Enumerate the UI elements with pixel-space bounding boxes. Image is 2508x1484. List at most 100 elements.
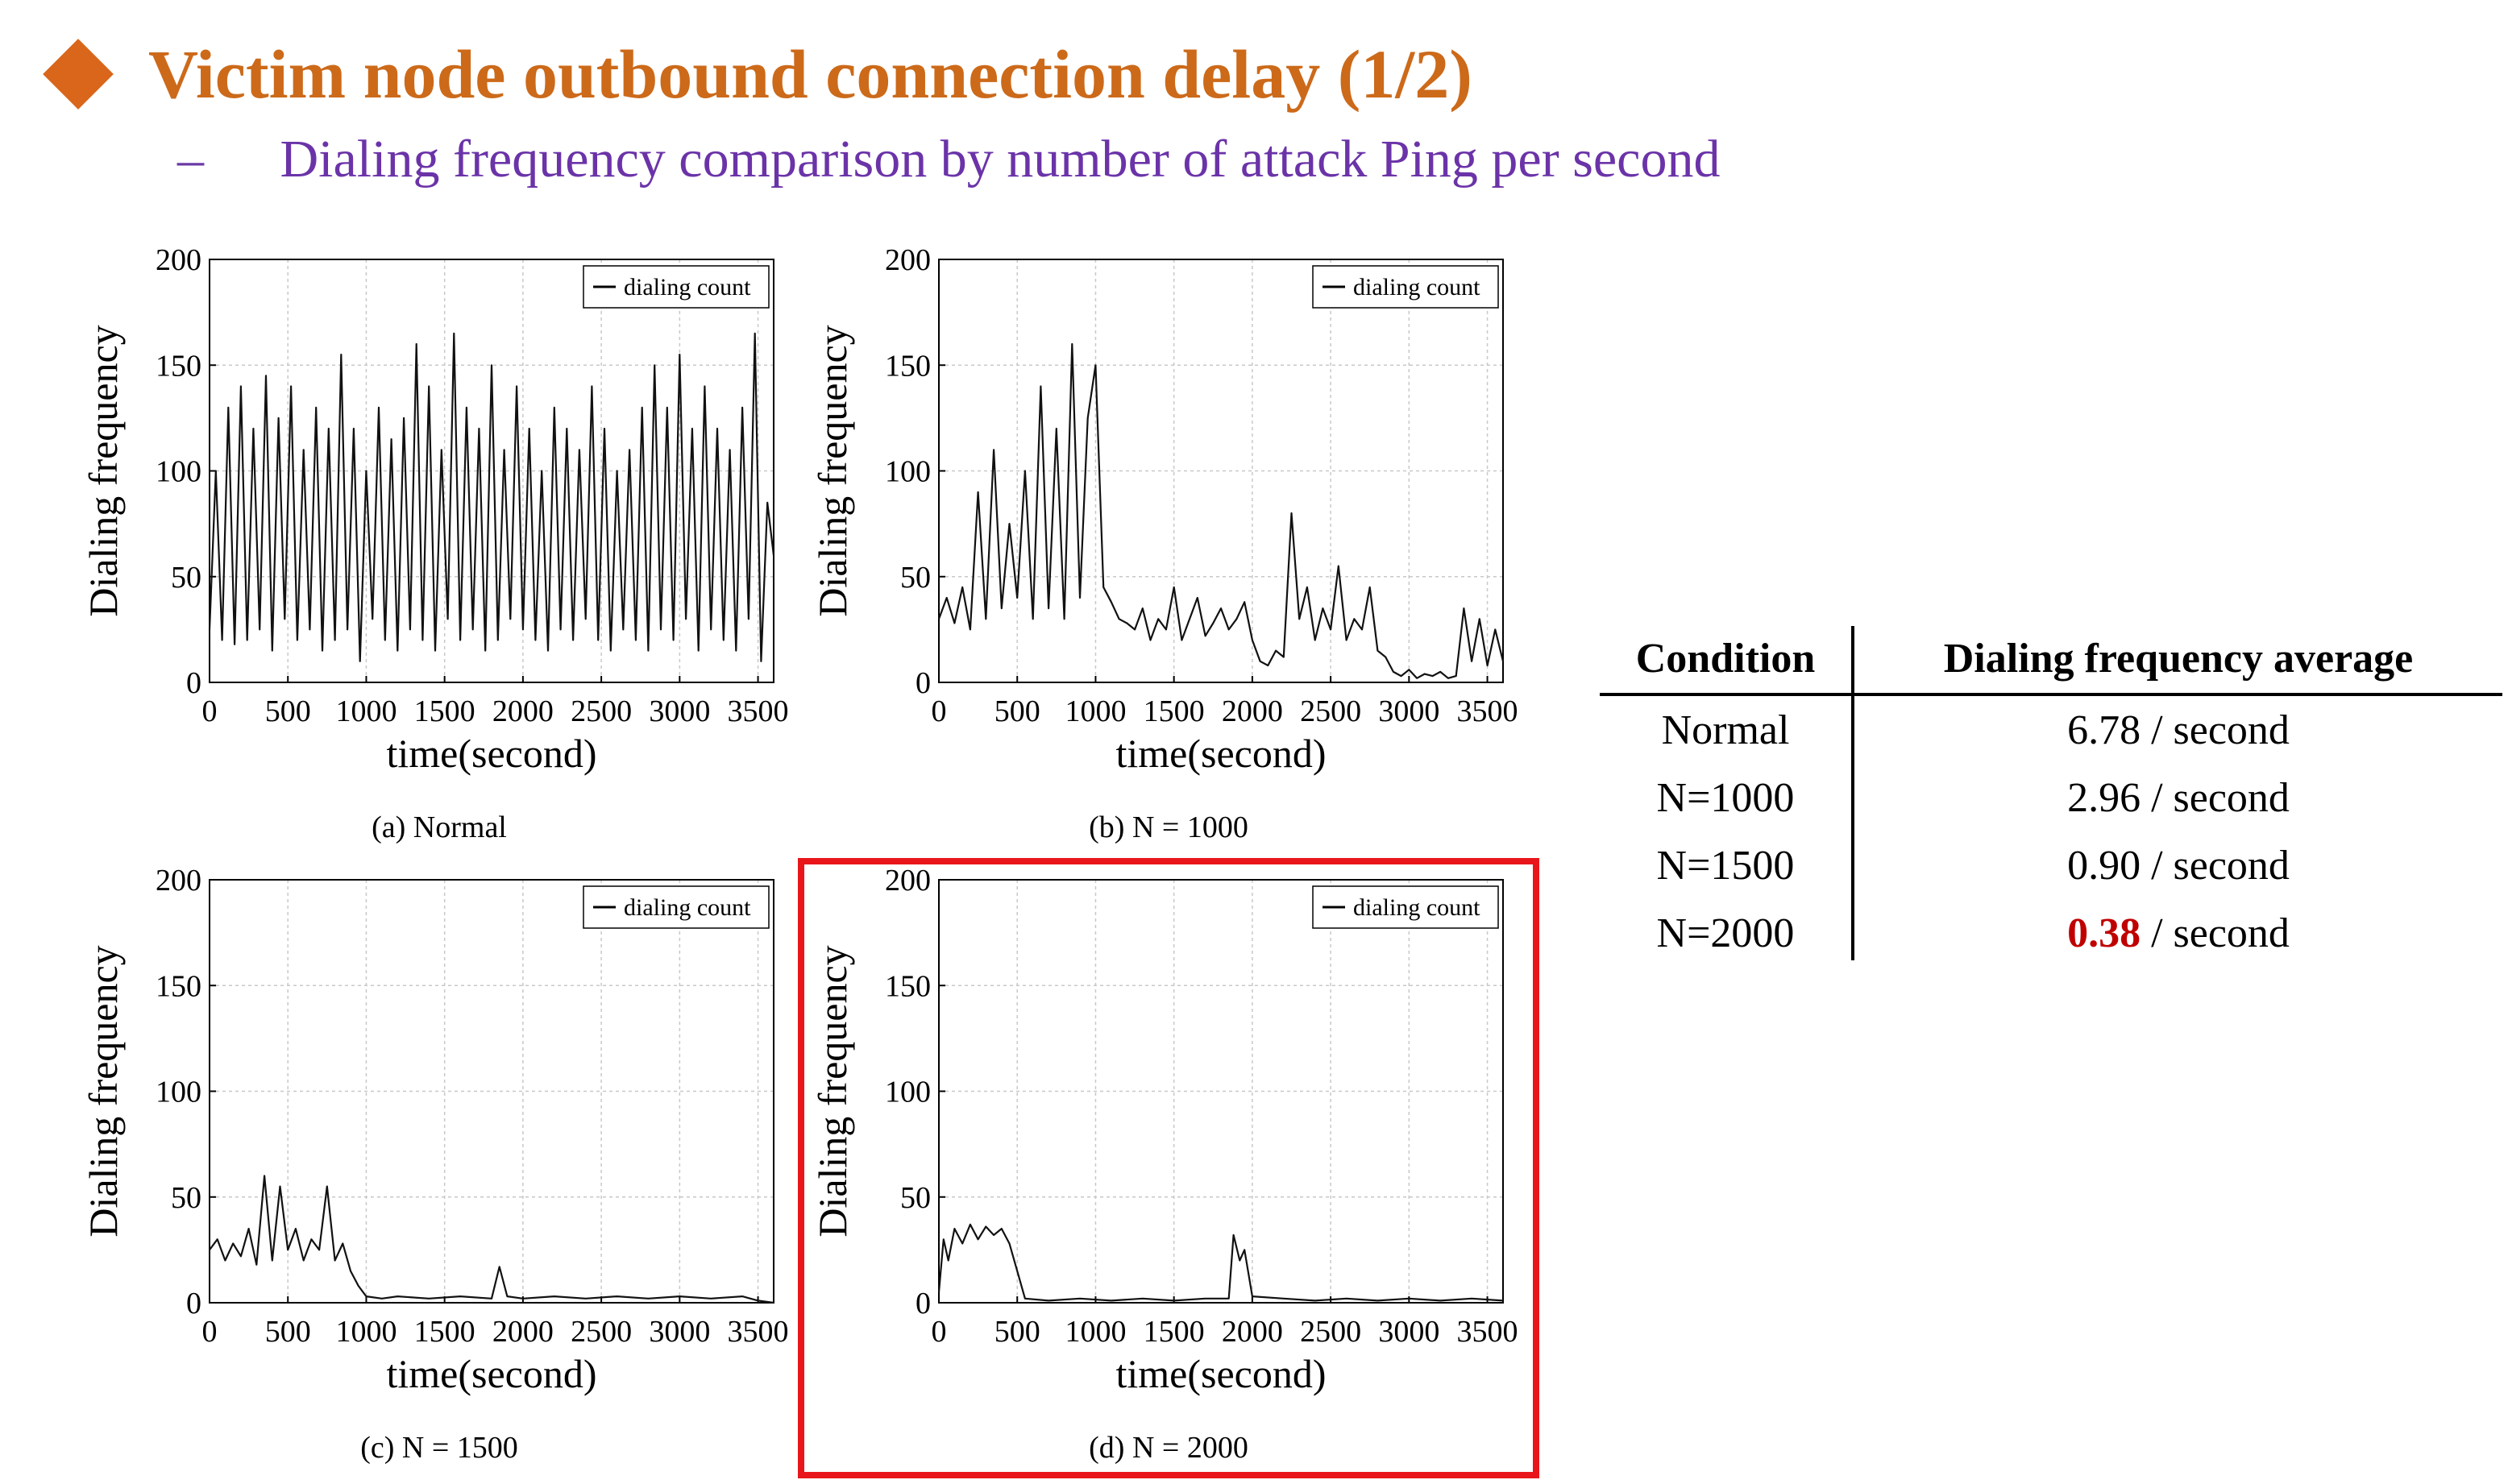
table-cell-average: 6.78 / second (1854, 696, 2502, 764)
slide-subtitle: Dialing frequency comparison by number o… (280, 130, 1721, 189)
chart-n2000: 0 500 1000 1500 2000 2500 3000 3500 0 50 100 150 200… (810, 864, 1518, 1396)
x-tick-label: 0 (202, 1315, 218, 1349)
table-header-average: Dialing frequency average (1943, 635, 2414, 682)
table-header-condition: Condition (1635, 635, 1816, 682)
y-tick-label: 150 (156, 349, 201, 383)
x-tick-label: 3500 (728, 694, 789, 728)
x-tick-label: 1500 (414, 694, 475, 728)
y-tick-label: 150 (885, 969, 931, 1003)
y-tick-label: 200 (156, 243, 201, 277)
x-tick-label: 3000 (649, 1315, 710, 1349)
table-cell-average: 0.90 / second (1854, 831, 2502, 899)
x-tick-label: 0 (932, 694, 947, 728)
y-tick-label: 100 (156, 1076, 201, 1109)
y-axis-label: Dialing frequency (81, 325, 126, 616)
average-value: 0.90 (2067, 842, 2141, 889)
x-tick-label: 2500 (1300, 694, 1361, 728)
x-tick-label: 500 (265, 694, 311, 728)
x-tick-label: 1500 (1144, 1315, 1205, 1349)
x-tick-label: 2000 (1222, 1315, 1283, 1349)
table-cell-condition: N=1500 (1656, 842, 1795, 889)
x-tick-label: 500 (265, 1315, 311, 1349)
legend-label: dialing count (1353, 894, 1480, 921)
x-tick-label: 2000 (492, 1315, 554, 1349)
slide-title-row: Victim node outbound connection delay (1… (43, 26, 1472, 122)
x-axis-label: time(second) (386, 731, 596, 776)
chart-caption: (d) N = 2000 (1089, 1431, 1248, 1465)
x-axis-label: time(second) (386, 1351, 596, 1396)
x-tick-label: 1000 (1065, 694, 1126, 728)
x-tick-label: 2500 (1300, 1315, 1361, 1349)
table-cell-condition: N=1000 (1656, 774, 1795, 821)
y-tick-label: 50 (900, 1181, 931, 1215)
slide-subtitle-row: – Dialing frequency comparison by number… (177, 129, 1720, 190)
average-table: Condition Dialing frequency average Norm… (1600, 622, 2502, 968)
y-tick-label: 50 (171, 1181, 201, 1215)
x-tick-label: 1000 (1065, 1315, 1126, 1349)
average-unit: / second (2141, 910, 2290, 956)
average-unit: / second (2141, 774, 2290, 821)
series-line-dialing-count (937, 342, 1505, 679)
x-tick-label: 3000 (1378, 694, 1439, 728)
y-tick-label: 0 (916, 1287, 931, 1320)
chart-caption: (c) N = 1500 (360, 1431, 518, 1465)
x-tick-label: 1500 (414, 1315, 475, 1349)
x-axis-label: time(second) (1115, 731, 1326, 776)
table-cell-condition: Normal (1661, 707, 1790, 753)
x-tick-label: 3500 (1457, 694, 1518, 728)
chart-panel-n2000: 0 500 1000 1500 2000 2500 3000 3500 0 50 100 150 200… (806, 862, 1531, 1474)
chart-n1000: 0 500 1000 1500 2000 2500 3000 3500 0 50 100 150 200… (810, 243, 1518, 776)
x-tick-label: 3500 (728, 1315, 789, 1349)
table-cell-average: 2.96 / second (1854, 764, 2502, 831)
average-unit: / second (2141, 707, 2290, 753)
x-tick-label: 0 (932, 1315, 947, 1349)
x-tick-label: 1000 (335, 694, 397, 728)
x-tick-label: 3000 (1378, 1315, 1439, 1349)
x-tick-label: 3500 (1457, 1315, 1518, 1349)
legend-label: dialing count (1353, 274, 1480, 301)
x-tick-label: 2000 (1222, 694, 1283, 728)
y-tick-label: 150 (885, 349, 931, 383)
x-tick-label: 1500 (1144, 694, 1205, 728)
x-tick-label: 2500 (571, 1315, 632, 1349)
y-tick-label: 50 (171, 561, 201, 595)
table-header-rule (1600, 693, 2502, 696)
chart-caption: (b) N = 1000 (1089, 810, 1248, 844)
table-column-rule (1851, 626, 1854, 960)
y-axis-label: Dialing frequency (810, 325, 855, 616)
y-tick-label: 200 (156, 864, 201, 897)
series-line-dialing-count (209, 1175, 774, 1304)
x-tick-label: 500 (994, 1315, 1040, 1349)
legend-label: dialing count (624, 274, 751, 301)
subtitle-dash: – (177, 130, 204, 189)
y-tick-label: 200 (885, 243, 931, 277)
series-line-dialing-count (208, 332, 775, 662)
chart-n1500: 0 500 1000 1500 2000 2500 3000 3500 0 50 100 150 200… (81, 864, 789, 1396)
x-tick-label: 3000 (649, 694, 710, 728)
chart-panel-normal: 0 500 1000 1500 2000 2500 3000 3500 0 50 100 150 200… (77, 242, 802, 854)
y-tick-label: 100 (885, 1076, 931, 1109)
y-tick-label: 100 (885, 455, 931, 489)
table-cell-average: 0.38 / second (1854, 899, 2502, 967)
x-tick-label: 2500 (571, 694, 632, 728)
series-line-dialing-count (937, 1223, 1504, 1302)
y-tick-label: 100 (156, 455, 201, 489)
table-cell-condition: N=2000 (1656, 910, 1795, 956)
y-tick-label: 50 (900, 561, 931, 595)
y-axis-label: Dialing frequency (810, 945, 855, 1237)
average-value: 6.78 (2067, 707, 2141, 753)
average-value-highlighted: 0.38 (2067, 910, 2141, 956)
chart-normal: 0 500 1000 1500 2000 2500 3000 3500 0 50 100 150 200… (81, 243, 789, 776)
y-tick-label: 0 (186, 666, 201, 700)
x-tick-label: 2000 (492, 694, 554, 728)
y-tick-label: 0 (186, 1287, 201, 1320)
average-unit: / second (2141, 842, 2290, 889)
chart-panel-n1000: 0 500 1000 1500 2000 2500 3000 3500 0 50 100 150 200… (806, 242, 1531, 854)
y-tick-label: 200 (885, 864, 931, 897)
y-tick-label: 0 (916, 666, 931, 700)
x-tick-label: 500 (994, 694, 1040, 728)
slide-title: Victim node outbound connection delay (1… (148, 35, 1472, 113)
y-tick-label: 150 (156, 969, 201, 1003)
x-axis-label: time(second) (1115, 1351, 1326, 1396)
chart-caption: (a) Normal (372, 810, 507, 844)
